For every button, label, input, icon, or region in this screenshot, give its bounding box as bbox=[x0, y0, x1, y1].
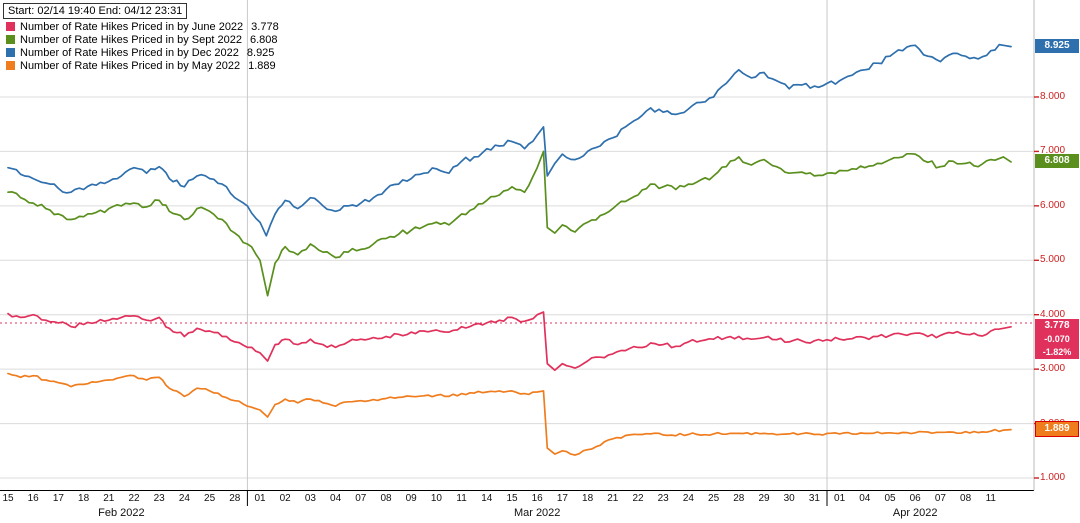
x-axis-day-label: 18 bbox=[582, 493, 594, 504]
x-axis-day-label: 08 bbox=[380, 493, 392, 504]
x-axis-day-label: 17 bbox=[52, 493, 64, 504]
x-axis-day-label: 17 bbox=[556, 493, 568, 504]
x-axis-day-label: 16 bbox=[531, 493, 543, 504]
x-axis-month-label: Apr 2022 bbox=[892, 507, 938, 519]
x-axis-day-label: 24 bbox=[178, 493, 190, 504]
x-axis-day-label: 25 bbox=[708, 493, 720, 504]
x-axis-day-label: 09 bbox=[405, 493, 417, 504]
last-value-badge-may2022: 1.889 bbox=[1035, 420, 1079, 437]
y-axis-label: 4.000 bbox=[1040, 308, 1066, 320]
x-axis-day-label: 23 bbox=[153, 493, 165, 504]
x-axis-day-label: 30 bbox=[783, 493, 795, 504]
x-axis-day-label: 06 bbox=[909, 493, 921, 504]
time-range-label: Start: 02/14 19:40 End: 04/12 23:31 bbox=[3, 3, 188, 19]
x-axis-day-label: 01 bbox=[834, 493, 846, 504]
x-axis-day-label: 18 bbox=[78, 493, 90, 504]
x-axis-day-label: 28 bbox=[733, 493, 745, 504]
x-axis-day-label: 21 bbox=[607, 493, 619, 504]
price-line-dec2022 bbox=[7, 43, 1012, 237]
x-axis-day-label: 10 bbox=[430, 493, 442, 504]
legend-item-dec2022: Number of Rate Hikes Priced in by Dec 20… bbox=[6, 46, 279, 59]
legend-swatch-may2022 bbox=[6, 61, 15, 70]
badge-value: 8.925 bbox=[1044, 40, 1070, 52]
x-axis-day-label: 15 bbox=[2, 493, 14, 504]
x-axis-day-label: 01 bbox=[254, 493, 266, 504]
price-line-may2022 bbox=[7, 372, 1012, 456]
legend-label: Number of Rate Hikes Priced in by Sept 2… bbox=[20, 33, 242, 46]
x-axis-day-label: 28 bbox=[229, 493, 241, 504]
legend-label: Number of Rate Hikes Priced in by June 2… bbox=[20, 20, 244, 33]
badge-value: 1.889 bbox=[1044, 422, 1070, 434]
y-axis-label: 3.000 bbox=[1040, 363, 1066, 375]
x-axis-day-label: 11 bbox=[985, 493, 996, 504]
price-line-sept2022 bbox=[7, 150, 1012, 297]
x-axis-day-label: 08 bbox=[960, 493, 972, 504]
legend-value: 3.778 bbox=[251, 20, 279, 33]
legend-value: 1.889 bbox=[248, 59, 276, 72]
y-axis-label: 8.000 bbox=[1040, 90, 1066, 102]
y-axis-label: 7.000 bbox=[1040, 145, 1066, 157]
legend-label: Number of Rate Hikes Priced in by Dec 20… bbox=[20, 46, 239, 59]
x-axis-month-label: Mar 2022 bbox=[513, 507, 561, 519]
x-axis-day-label: 11 bbox=[456, 493, 467, 504]
x-axis-day-label: 21 bbox=[103, 493, 115, 504]
x-axis-day-label: 03 bbox=[304, 493, 316, 504]
x-axis-day-label: 05 bbox=[884, 493, 896, 504]
x-axis-day-label: 22 bbox=[632, 493, 644, 504]
x-axis-day-label: 29 bbox=[758, 493, 770, 504]
x-axis-day-label: 24 bbox=[682, 493, 694, 504]
x-axis-day-label: 15 bbox=[506, 493, 518, 504]
x-axis-day-label: 04 bbox=[330, 493, 342, 504]
x-axis-day-label: 04 bbox=[859, 493, 871, 504]
last-value-badge-june2022: 3.778 -0.070 -1.82% bbox=[1035, 319, 1079, 360]
y-axis-label: 1.000 bbox=[1040, 472, 1066, 483]
x-axis-day-label: 16 bbox=[27, 493, 39, 504]
x-axis-day-label: 07 bbox=[355, 493, 367, 504]
x-axis-day-label: 22 bbox=[128, 493, 140, 504]
x-axis-day-label: 07 bbox=[934, 493, 946, 504]
legend-label: Number of Rate Hikes Priced in by May 20… bbox=[20, 59, 241, 72]
price-line-june2022 bbox=[7, 311, 1012, 372]
x-axis-day-label: 23 bbox=[657, 493, 669, 504]
y-axis-label: 5.000 bbox=[1040, 254, 1066, 266]
last-value-badge-dec2022: 8.925 bbox=[1035, 39, 1079, 54]
legend-value: 6.808 bbox=[249, 33, 278, 46]
legend-swatch-dec2022 bbox=[6, 48, 15, 57]
badge-change-value: -0.070 bbox=[1044, 334, 1070, 345]
x-axis-day-label: 02 bbox=[279, 493, 291, 504]
legend-item-sept2022: Number of Rate Hikes Priced in by Sept 2… bbox=[6, 33, 279, 46]
legend-item-may2022: Number of Rate Hikes Priced in by May 20… bbox=[6, 59, 279, 72]
x-axis-day-label: 25 bbox=[204, 493, 216, 504]
legend-value: 8.925 bbox=[246, 46, 275, 59]
legend-swatch-june2022 bbox=[6, 22, 15, 31]
x-axis-day-label: 14 bbox=[481, 493, 493, 504]
legend-item-june2022: Number of Rate Hikes Priced in by June 2… bbox=[6, 20, 279, 33]
x-axis-month-label: Feb 2022 bbox=[98, 507, 145, 519]
badge-change-value: -1.82% bbox=[1042, 347, 1072, 358]
badge-value: 6.808 bbox=[1044, 155, 1070, 167]
badge-value: 3.778 bbox=[1044, 320, 1070, 332]
legend: Number of Rate Hikes Priced in by June 2… bbox=[6, 20, 279, 72]
last-value-badge-sept2022: 6.808 bbox=[1035, 154, 1079, 169]
legend-swatch-sept2022 bbox=[6, 35, 15, 44]
y-axis-label: 6.000 bbox=[1040, 199, 1066, 211]
x-axis-day-label: 31 bbox=[808, 493, 820, 504]
